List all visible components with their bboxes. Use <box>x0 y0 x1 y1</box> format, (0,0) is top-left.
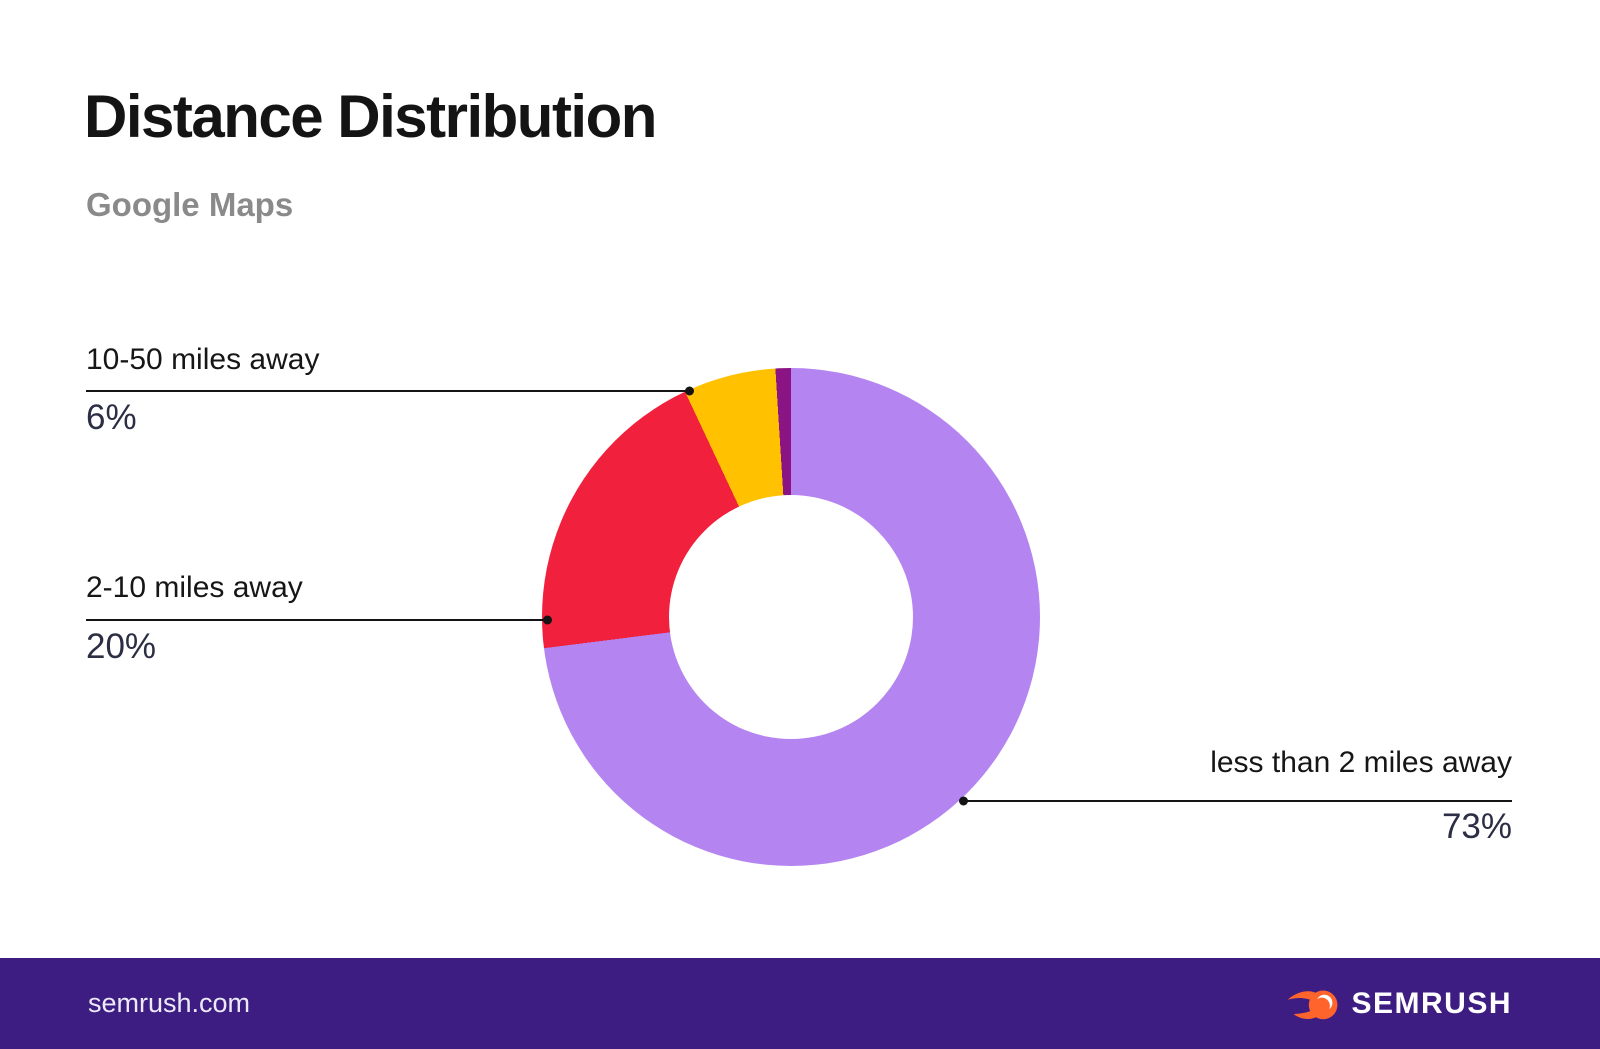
callout-label-less-than-2-miles: less than 2 miles away <box>1210 746 1512 779</box>
footer-site-text: semrush.com <box>88 988 251 1018</box>
donut-chart <box>542 368 1040 866</box>
callout-value-2-10-miles: 20% <box>86 627 157 666</box>
donut-hole <box>669 495 913 739</box>
leader-dot-icon <box>685 386 694 396</box>
callout-label-10-50-miles: 10-50 miles away <box>86 343 320 376</box>
leader-line-10-50-miles <box>86 386 694 396</box>
semrush-flame-icon <box>1288 990 1338 1019</box>
callout-value-10-50-miles: 6% <box>86 398 137 437</box>
callout-value-less-than-2-miles: 73% <box>1441 807 1512 846</box>
callout-label-2-10-miles: 2-10 miles away <box>86 571 303 604</box>
page-subtitle: Google Maps <box>86 186 294 223</box>
leader-line-less-than-2-miles <box>959 796 1512 806</box>
footer-bar: semrush.com SEMRUSH <box>0 958 1600 1049</box>
leader-dot-icon <box>543 615 552 625</box>
page-title: Distance Distribution <box>84 83 657 150</box>
leader-dot-icon <box>959 796 968 806</box>
semrush-logo: SEMRUSH <box>1286 982 1512 1026</box>
leader-line-2-10-miles <box>86 615 552 625</box>
semrush-wordmark: SEMRUSH <box>1351 986 1512 1020</box>
